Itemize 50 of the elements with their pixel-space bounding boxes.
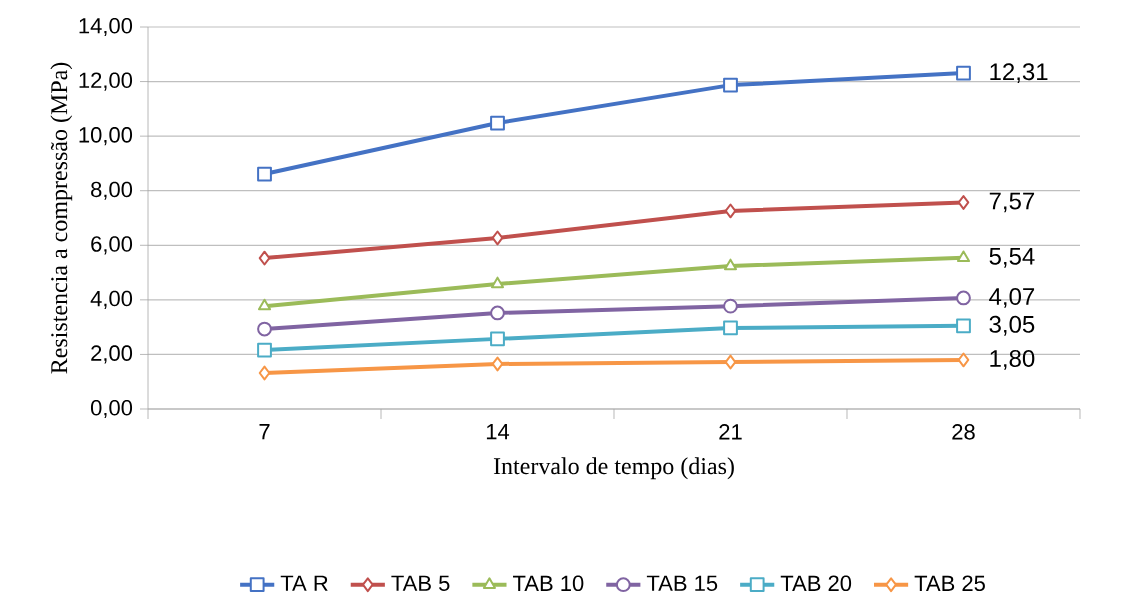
y-axis-title: Resistencia a compressão (MPa) <box>50 62 73 374</box>
point <box>956 65 971 81</box>
legend-label: TAB 5 <box>391 575 450 592</box>
point <box>723 320 738 336</box>
data-label: 5,54 <box>989 248 1035 268</box>
legend-label: TAB 20 <box>780 575 852 592</box>
x-axis-title: Intervalo de tempo (dias) <box>493 457 734 480</box>
point <box>723 77 738 93</box>
data-label: 4,07 <box>989 288 1035 308</box>
point <box>957 195 970 210</box>
data-label: 3,05 <box>989 315 1035 336</box>
point <box>258 365 271 381</box>
point <box>957 352 970 368</box>
y-tick-label: 8,00 <box>91 181 133 200</box>
point <box>723 258 738 271</box>
point <box>257 298 272 311</box>
point <box>724 203 737 219</box>
point <box>491 230 504 246</box>
y-tick-label: 6,00 <box>91 236 133 255</box>
data-label: 1,80 <box>990 350 1035 370</box>
y-tick-label: 14,00 <box>79 17 133 37</box>
x-tick-label: 28 <box>952 424 975 440</box>
data-label: 12,31 <box>990 63 1048 84</box>
point <box>490 276 505 289</box>
data-label: 7,57 <box>989 192 1035 213</box>
point <box>258 250 271 266</box>
y-tick-label: 12,00 <box>79 72 133 91</box>
y-tick-label: 0,00 <box>90 399 133 419</box>
y-tick-label: 10,00 <box>79 127 133 146</box>
point <box>724 354 737 370</box>
point <box>490 115 505 131</box>
point <box>956 290 971 306</box>
legend-label: TAB 10 <box>513 575 584 592</box>
point <box>490 331 505 347</box>
legend-label: TAB 15 <box>646 575 718 592</box>
y-tick-label: 4,00 <box>90 290 133 309</box>
point <box>723 298 738 314</box>
point <box>956 250 971 263</box>
point <box>257 342 272 358</box>
x-tick-label: 21 <box>719 424 742 440</box>
x-tick-label: 7 <box>259 424 270 440</box>
point <box>257 321 272 337</box>
point <box>956 318 971 334</box>
point <box>490 305 505 321</box>
legend-label: TA R <box>280 575 328 591</box>
legend-label: TAB 25 <box>914 575 985 592</box>
point <box>257 166 272 182</box>
point <box>491 356 504 372</box>
y-tick-label: 2,00 <box>91 345 133 364</box>
x-tick-label: 14 <box>486 424 510 440</box>
